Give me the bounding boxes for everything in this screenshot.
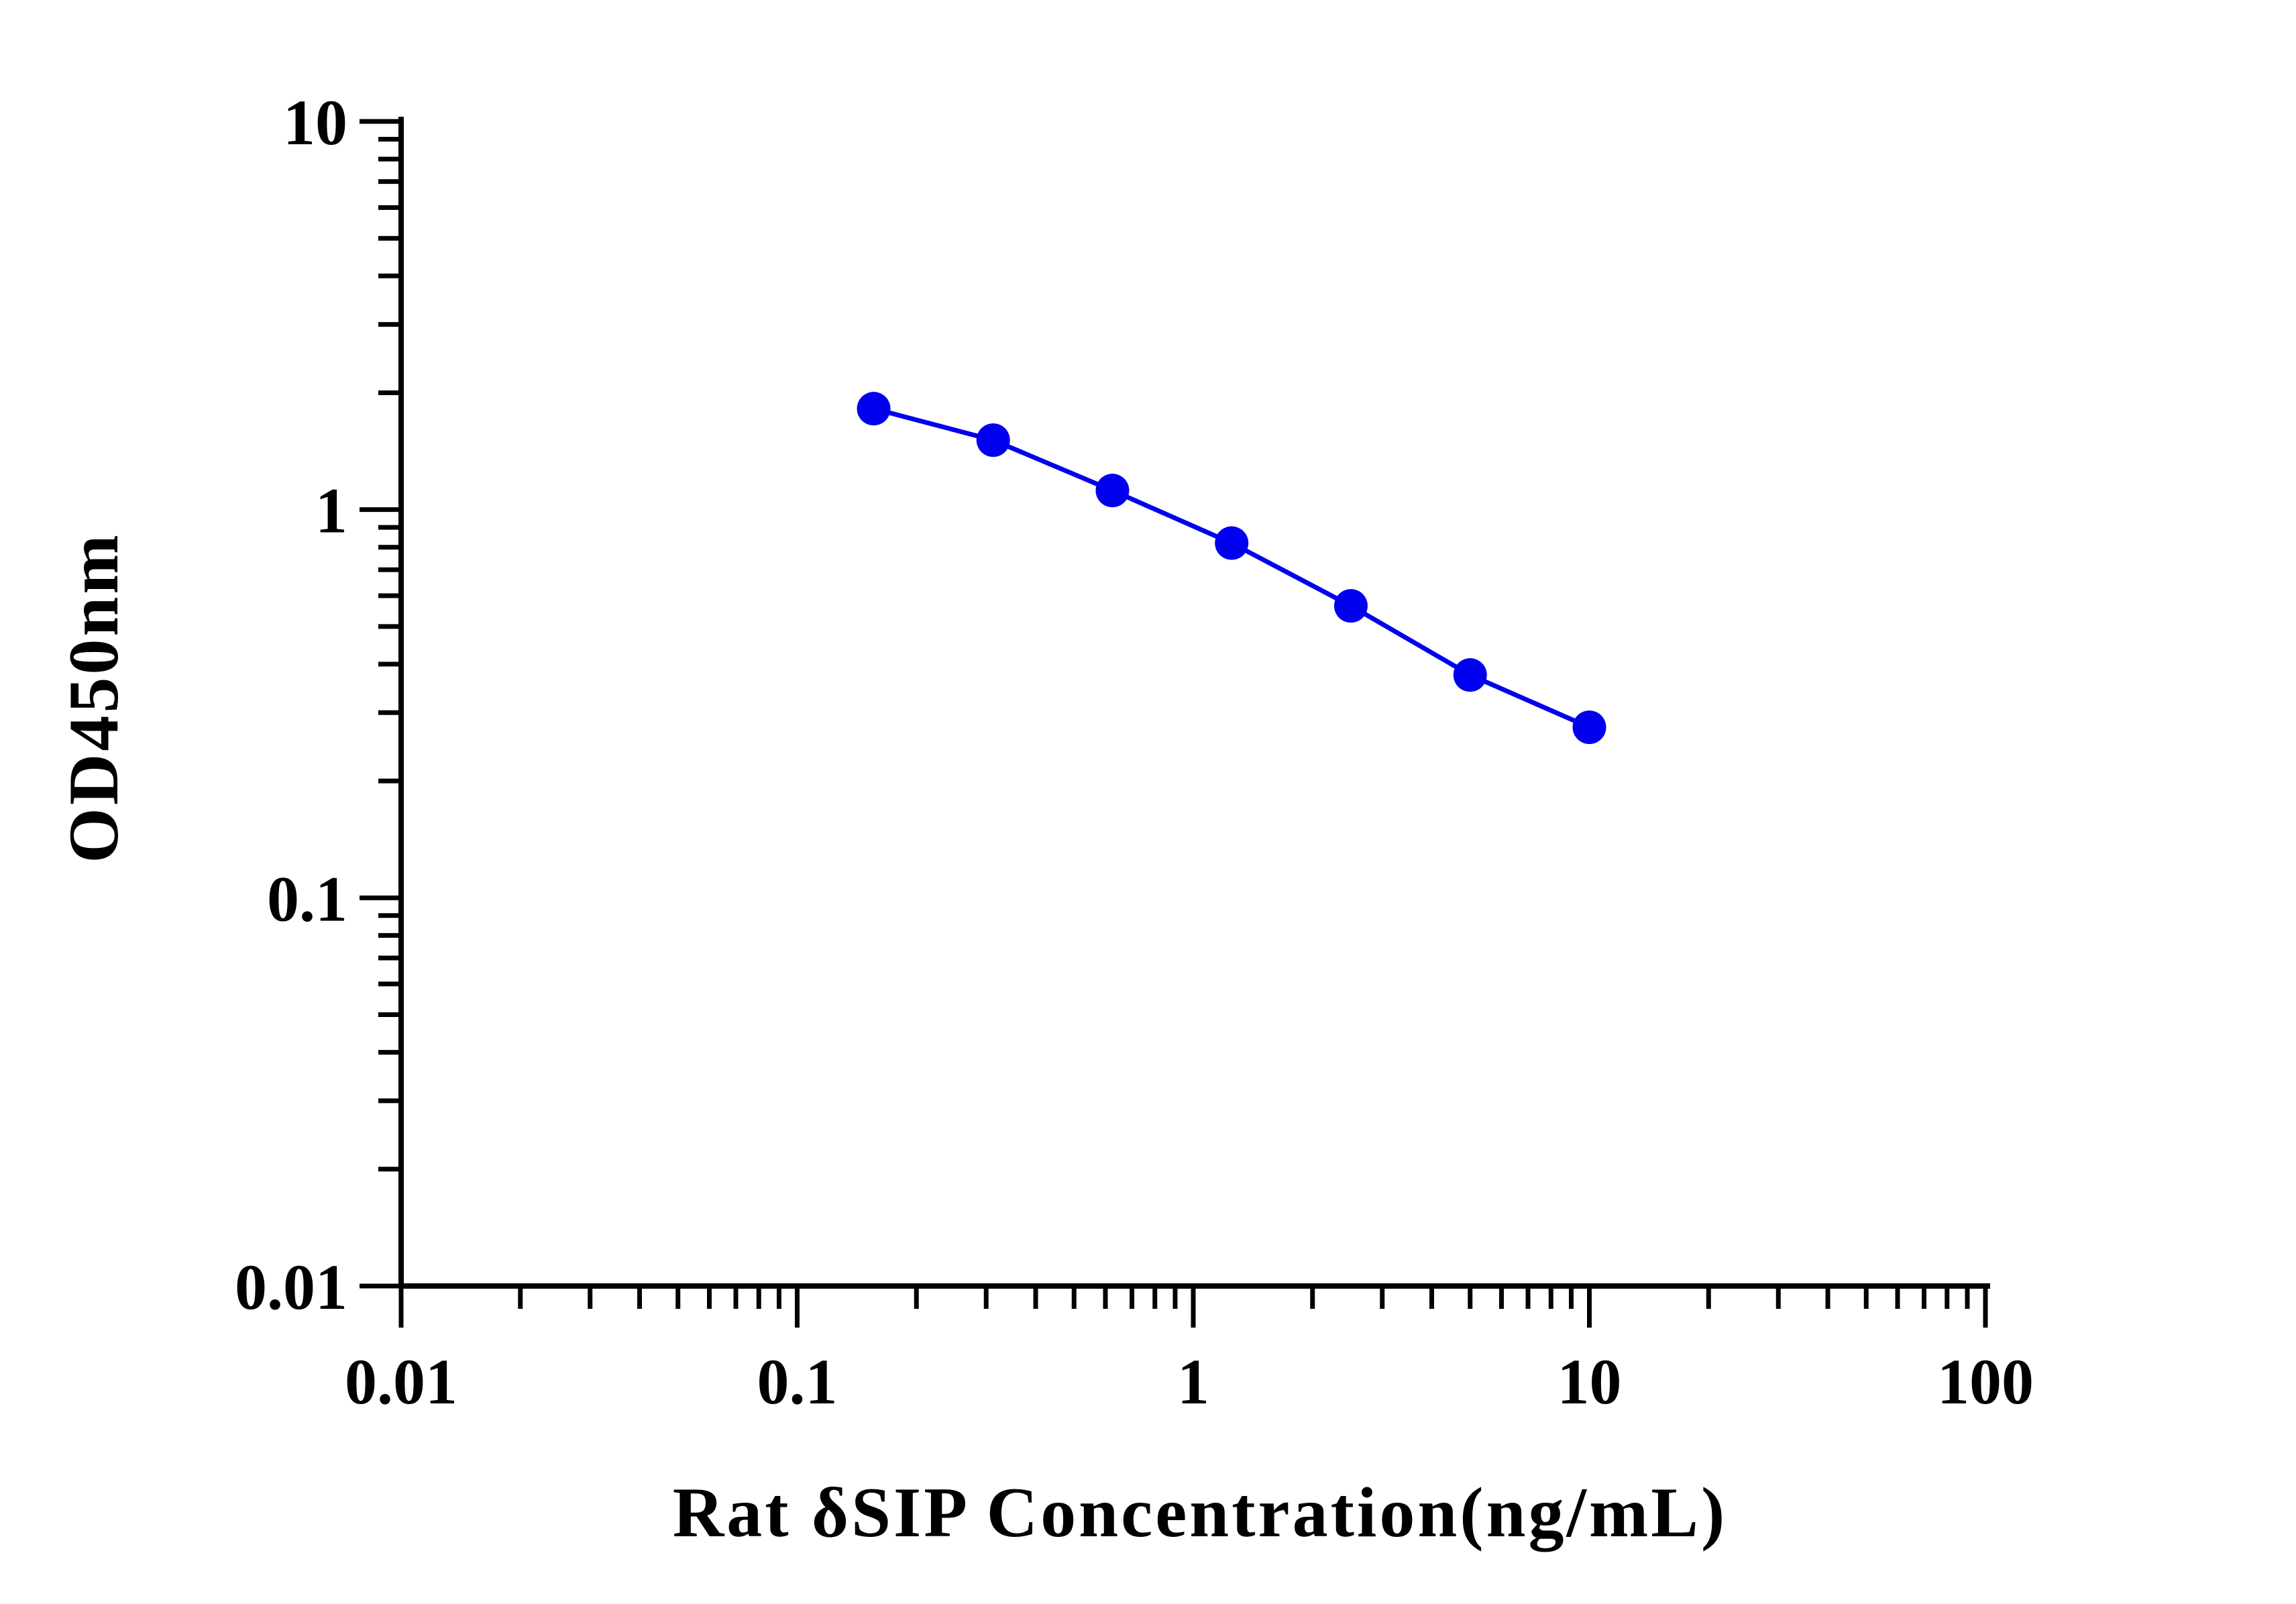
data-point <box>1333 589 1368 623</box>
data-point <box>1572 710 1606 745</box>
y-tick-label: 10 <box>283 87 347 158</box>
x-axis-ticks <box>398 1286 1988 1328</box>
y-tick-label: 0.1 <box>267 863 347 934</box>
data-point <box>1453 658 1487 692</box>
x-tick-label: 10 <box>1557 1346 1622 1418</box>
y-tick-label: 1 <box>315 475 347 547</box>
y-tick-label: 0.01 <box>235 1251 347 1323</box>
x-tick-label: 0.1 <box>757 1346 838 1418</box>
axes <box>398 117 1990 1289</box>
x-tick-label: 100 <box>1937 1346 2034 1418</box>
data-point <box>976 423 1010 458</box>
x-axis-title: Rat δSIP Concentration(ng/mL) <box>673 1473 1728 1552</box>
series-group <box>857 392 1606 745</box>
y-axis-title: OD450nm <box>54 532 133 863</box>
x-tick-label: 1 <box>1177 1346 1209 1418</box>
y-axis-ticks <box>360 119 401 1289</box>
data-point <box>1215 526 1249 560</box>
data-point <box>1095 474 1130 508</box>
x-tick-label: 0.01 <box>345 1346 457 1418</box>
x-axis-tick-labels: 0.01 0.1 1 10 100 <box>345 1346 2034 1418</box>
data-point <box>857 392 891 426</box>
y-axis-tick-labels: 0.01 0.1 1 10 <box>235 87 347 1323</box>
